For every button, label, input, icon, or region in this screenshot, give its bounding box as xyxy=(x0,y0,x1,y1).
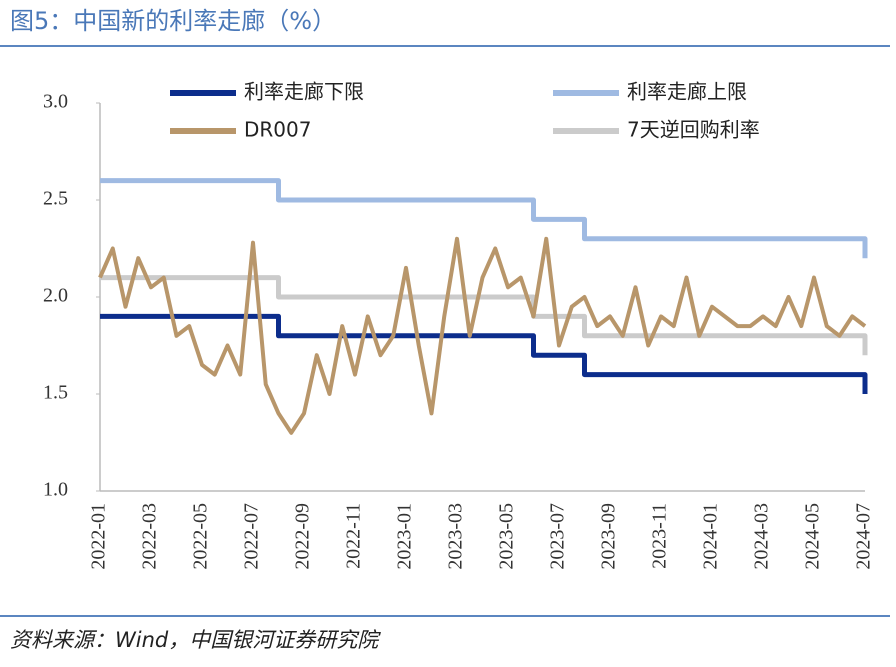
legend-label: DR007 xyxy=(244,118,311,142)
x-tick-label: 2023-05 xyxy=(496,503,518,570)
x-tick-label: 2024-03 xyxy=(751,503,773,570)
series-line xyxy=(100,275,868,356)
legend-label: 利率走廊下限 xyxy=(244,80,364,104)
x-tick-label: 2024-05 xyxy=(802,503,824,570)
legend-label: 利率走廊上限 xyxy=(627,80,747,104)
y-tick-label: 1.0 xyxy=(43,479,68,501)
chart-title: 图5：中国新的利率走廊（%） xyxy=(10,7,336,35)
x-tick-label: 2023-09 xyxy=(598,503,620,570)
y-tick-label: 2.5 xyxy=(43,188,68,210)
x-tick-label: 2022-09 xyxy=(292,503,314,570)
x-tick-label: 2023-11 xyxy=(649,503,671,569)
legend-label: 7天逆回购利率 xyxy=(627,118,760,142)
series-line xyxy=(98,236,867,435)
x-tick-label: 2023-07 xyxy=(547,503,569,570)
series-line xyxy=(100,178,868,259)
source: 资料来源：Wind，中国银河证券研究院 xyxy=(10,628,381,652)
x-tick-label: 2023-03 xyxy=(445,503,467,570)
x-tick-label: 2022-03 xyxy=(139,503,161,570)
x-tick-label: 2022-05 xyxy=(190,503,212,570)
x-tick-label: 2022-11 xyxy=(343,503,365,569)
y-tick-label: 1.5 xyxy=(43,382,68,404)
x-tick-label: 2022-07 xyxy=(241,503,263,570)
series-line xyxy=(100,313,868,394)
y-tick-label: 3.0 xyxy=(43,91,68,113)
x-tick-label: 2024-07 xyxy=(853,503,875,570)
x-tick-label: 2023-01 xyxy=(394,503,416,570)
y-tick-label: 2.0 xyxy=(43,285,68,307)
x-tick-label: 2022-01 xyxy=(88,503,110,570)
x-tick-label: 2024-01 xyxy=(700,503,722,570)
